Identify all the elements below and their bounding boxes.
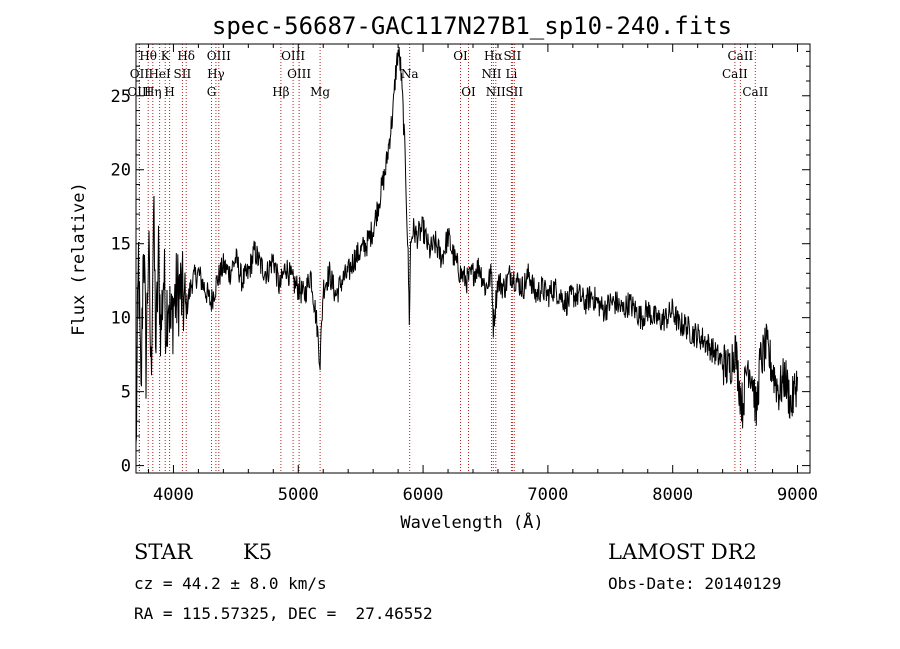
marker-label-2: OIII [127, 85, 151, 99]
marker-label-10: Hγ [207, 67, 225, 81]
y-tick-label-4: 20 [111, 161, 131, 181]
marker-label-16: Na [401, 67, 419, 81]
marker-label-8: Hδ [177, 49, 195, 63]
marker-label-22: Li [505, 67, 517, 81]
object-class: STAR [134, 540, 193, 564]
y-tick-label-2: 10 [111, 309, 131, 329]
marker-label-0: Hθ [139, 49, 157, 63]
x-tick-label-3: 7000 [527, 485, 568, 505]
marker-label-27: CaII [742, 85, 768, 99]
y-axis-label: Flux (relative) [69, 182, 89, 336]
marker-label-9: OIII [207, 49, 231, 63]
marker-label-11: G [207, 85, 217, 99]
y-tick-label-5: 25 [111, 87, 131, 107]
marker-label-3: HeI [148, 67, 171, 81]
y-tick-label-3: 15 [111, 235, 131, 255]
x-axis-label: Wavelength (Å) [400, 511, 543, 533]
y-axis-ticks: 0 5 10 15 20 25 [111, 50, 810, 477]
object-subclass: K5 [243, 540, 273, 564]
survey-name: LAMOST DR2 [608, 540, 757, 564]
obs-date: Obs-Date: 20140129 [608, 574, 782, 593]
spectrum-line [135, 46, 798, 444]
y-tick-label-1: 5 [121, 383, 131, 403]
marker-label-25: CaII [727, 49, 753, 63]
x-tick-label-5: 9000 [777, 485, 818, 505]
marker-label-20: SII [504, 49, 522, 63]
marker-label-12: OIII [281, 49, 305, 63]
marker-label-19: Hα [484, 49, 503, 63]
marker-label-4: Hη [144, 85, 162, 99]
marker-label-5: K [161, 49, 171, 63]
redshift-readout: cz = 44.2 ± 8.0 km/s [134, 574, 327, 593]
marker-label-14: Hβ [272, 85, 289, 99]
x-tick-label-4: 8000 [652, 485, 693, 505]
y-tick-label-0: 0 [121, 457, 131, 477]
chart-title: spec-56687-GAC117N27B1_sp10-240.fits [212, 12, 732, 40]
x-axis-ticks: 4000 5000 6000 7000 8000 9000 [147, 44, 818, 505]
marker-label-15: Mg [310, 85, 330, 99]
marker-label-17: OI [453, 49, 468, 63]
x-tick-label-2: 6000 [403, 485, 444, 505]
marker-label-26: CaII [722, 67, 748, 81]
marker-label-23: NII [486, 85, 506, 99]
x-tick-label-1: 5000 [278, 485, 319, 505]
marker-label-21: NII [482, 67, 502, 81]
marker-label-18: OI [461, 85, 476, 99]
marker-label-7: H [164, 85, 174, 99]
marker-label-6: SII [174, 67, 192, 81]
marker-label-13: OIII [287, 67, 311, 81]
marker-label-24: SII [505, 85, 523, 99]
coordinates: RA = 115.57325, DEC = 27.46552 [134, 604, 433, 623]
x-tick-label-0: 4000 [153, 485, 194, 505]
